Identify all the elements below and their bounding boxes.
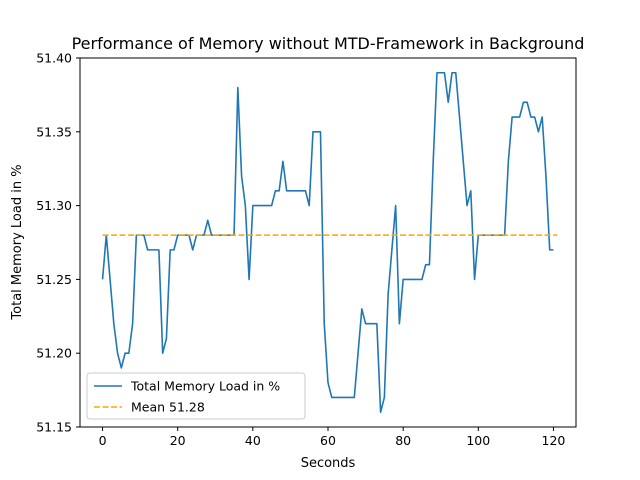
x-axis-label: Seconds (301, 456, 356, 471)
y-tick-label: 51.15 (36, 420, 72, 435)
x-tick-label: 60 (320, 433, 336, 448)
y-tick-label: 51.20 (36, 346, 72, 361)
x-tick-label: 0 (99, 433, 107, 448)
legend-box (86, 372, 306, 420)
y-tick-label: 51.40 (36, 51, 72, 66)
x-tick-label: 100 (466, 433, 490, 448)
y-tick-label: 51.25 (36, 272, 72, 287)
legend: Total Memory Load in % Mean 51.28 (86, 372, 306, 420)
y-axis-label: Total Memory Load in % (10, 164, 25, 320)
chart-title: Performance of Memory without MTD-Framew… (72, 34, 585, 53)
x-tick-label: 120 (542, 433, 566, 448)
x-tick-label: 40 (245, 433, 261, 448)
x-axis: 0 20 40 60 80 100 120 (99, 427, 566, 448)
legend-label: Total Memory Load in % (130, 379, 280, 394)
y-tick-label: 51.30 (36, 198, 72, 213)
y-tick-label: 51.35 (36, 124, 72, 139)
x-tick-label: 20 (170, 433, 186, 448)
legend-label: Mean 51.28 (131, 400, 205, 415)
y-axis: 51.15 51.20 51.25 51.30 51.35 51.40 (36, 51, 80, 435)
plot-area (101, 71, 558, 414)
x-tick-label: 80 (395, 433, 411, 448)
